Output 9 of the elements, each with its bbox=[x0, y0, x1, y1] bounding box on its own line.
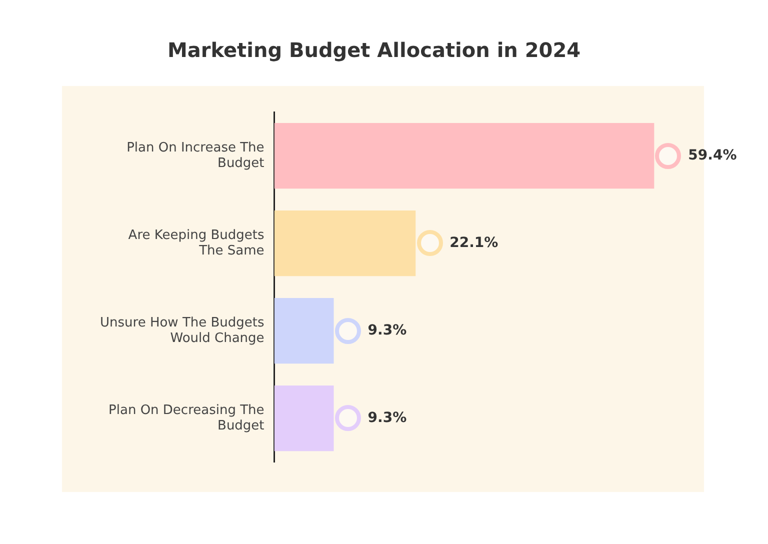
y-tick-label: Unsure How The Budgets Would Change bbox=[100, 315, 265, 346]
y-tick-label: Plan On Decreasing The Budget bbox=[108, 402, 264, 434]
data-label: 22.1% bbox=[450, 234, 498, 251]
y-tick-label: Are Keeping Budgets The Same bbox=[128, 228, 265, 258]
data-label: 9.3% bbox=[368, 322, 407, 338]
y-tick-label: Plan On Increase The Budget bbox=[126, 140, 264, 171]
data-label: 59.4% bbox=[688, 147, 737, 164]
chart-title: Marketing Budget Allocation in 2024 bbox=[167, 38, 581, 62]
data-label: 9.3% bbox=[368, 410, 407, 426]
